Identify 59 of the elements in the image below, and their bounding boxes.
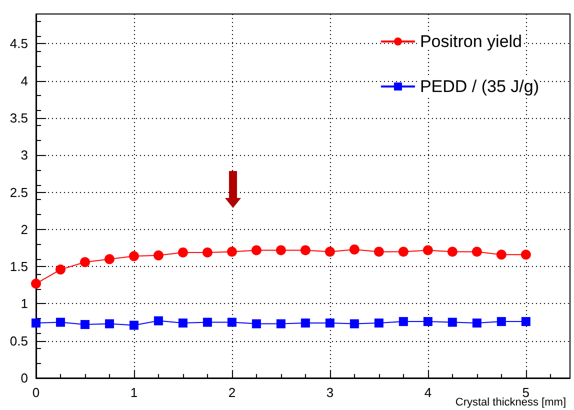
x-tick-label: 1 bbox=[130, 385, 138, 400]
point bbox=[104, 319, 114, 328]
point bbox=[374, 246, 384, 257]
point bbox=[496, 250, 506, 260]
point bbox=[447, 246, 458, 257]
point bbox=[154, 316, 163, 326]
point bbox=[325, 318, 334, 328]
point bbox=[32, 318, 40, 328]
y-tick-label: 4.5 bbox=[10, 36, 28, 52]
point bbox=[350, 319, 359, 328]
point bbox=[398, 317, 408, 326]
point bbox=[202, 247, 212, 258]
y-tick-label: 3.5 bbox=[10, 110, 28, 126]
point bbox=[276, 319, 286, 328]
point bbox=[521, 317, 530, 326]
y-tick-label: 2 bbox=[20, 222, 28, 237]
point bbox=[496, 317, 506, 326]
point bbox=[324, 246, 335, 257]
point bbox=[202, 318, 212, 327]
legend-label: PEDD / (35 J/g) bbox=[420, 77, 540, 96]
legend-label: Positron yield bbox=[420, 32, 522, 51]
point bbox=[448, 318, 457, 327]
y-tick-label: 4 bbox=[20, 73, 28, 88]
point bbox=[104, 254, 114, 264]
point bbox=[252, 319, 261, 328]
point bbox=[251, 245, 262, 256]
x-tick-label: 0 bbox=[32, 385, 40, 400]
point bbox=[56, 318, 65, 327]
point bbox=[80, 320, 90, 330]
point bbox=[129, 320, 138, 330]
x-tick-label: 3 bbox=[326, 385, 334, 400]
point bbox=[349, 244, 360, 254]
point bbox=[422, 245, 433, 256]
point bbox=[80, 257, 90, 268]
point bbox=[276, 245, 286, 256]
point bbox=[374, 318, 384, 328]
y-tick-label: 0.5 bbox=[10, 333, 28, 348]
point bbox=[178, 318, 188, 328]
point bbox=[56, 264, 66, 275]
x-tick-label: 4 bbox=[424, 385, 432, 400]
point bbox=[472, 318, 482, 328]
point bbox=[423, 317, 432, 326]
point bbox=[472, 246, 482, 257]
x-tick-label: 2 bbox=[228, 385, 236, 400]
y-tick-label: 2.5 bbox=[10, 184, 28, 200]
y-tick-label: 1 bbox=[20, 296, 28, 312]
point bbox=[520, 250, 531, 260]
point bbox=[31, 278, 41, 289]
y-tick-label: 0 bbox=[20, 370, 28, 386]
y-tick-label: 3 bbox=[20, 148, 28, 163]
point bbox=[398, 246, 408, 257]
point bbox=[300, 245, 310, 256]
point bbox=[226, 246, 237, 257]
point bbox=[128, 251, 139, 262]
point bbox=[227, 318, 236, 327]
point bbox=[153, 250, 164, 260]
y-tick-label: 1.5 bbox=[10, 259, 28, 274]
point bbox=[300, 318, 310, 328]
point bbox=[178, 247, 188, 258]
